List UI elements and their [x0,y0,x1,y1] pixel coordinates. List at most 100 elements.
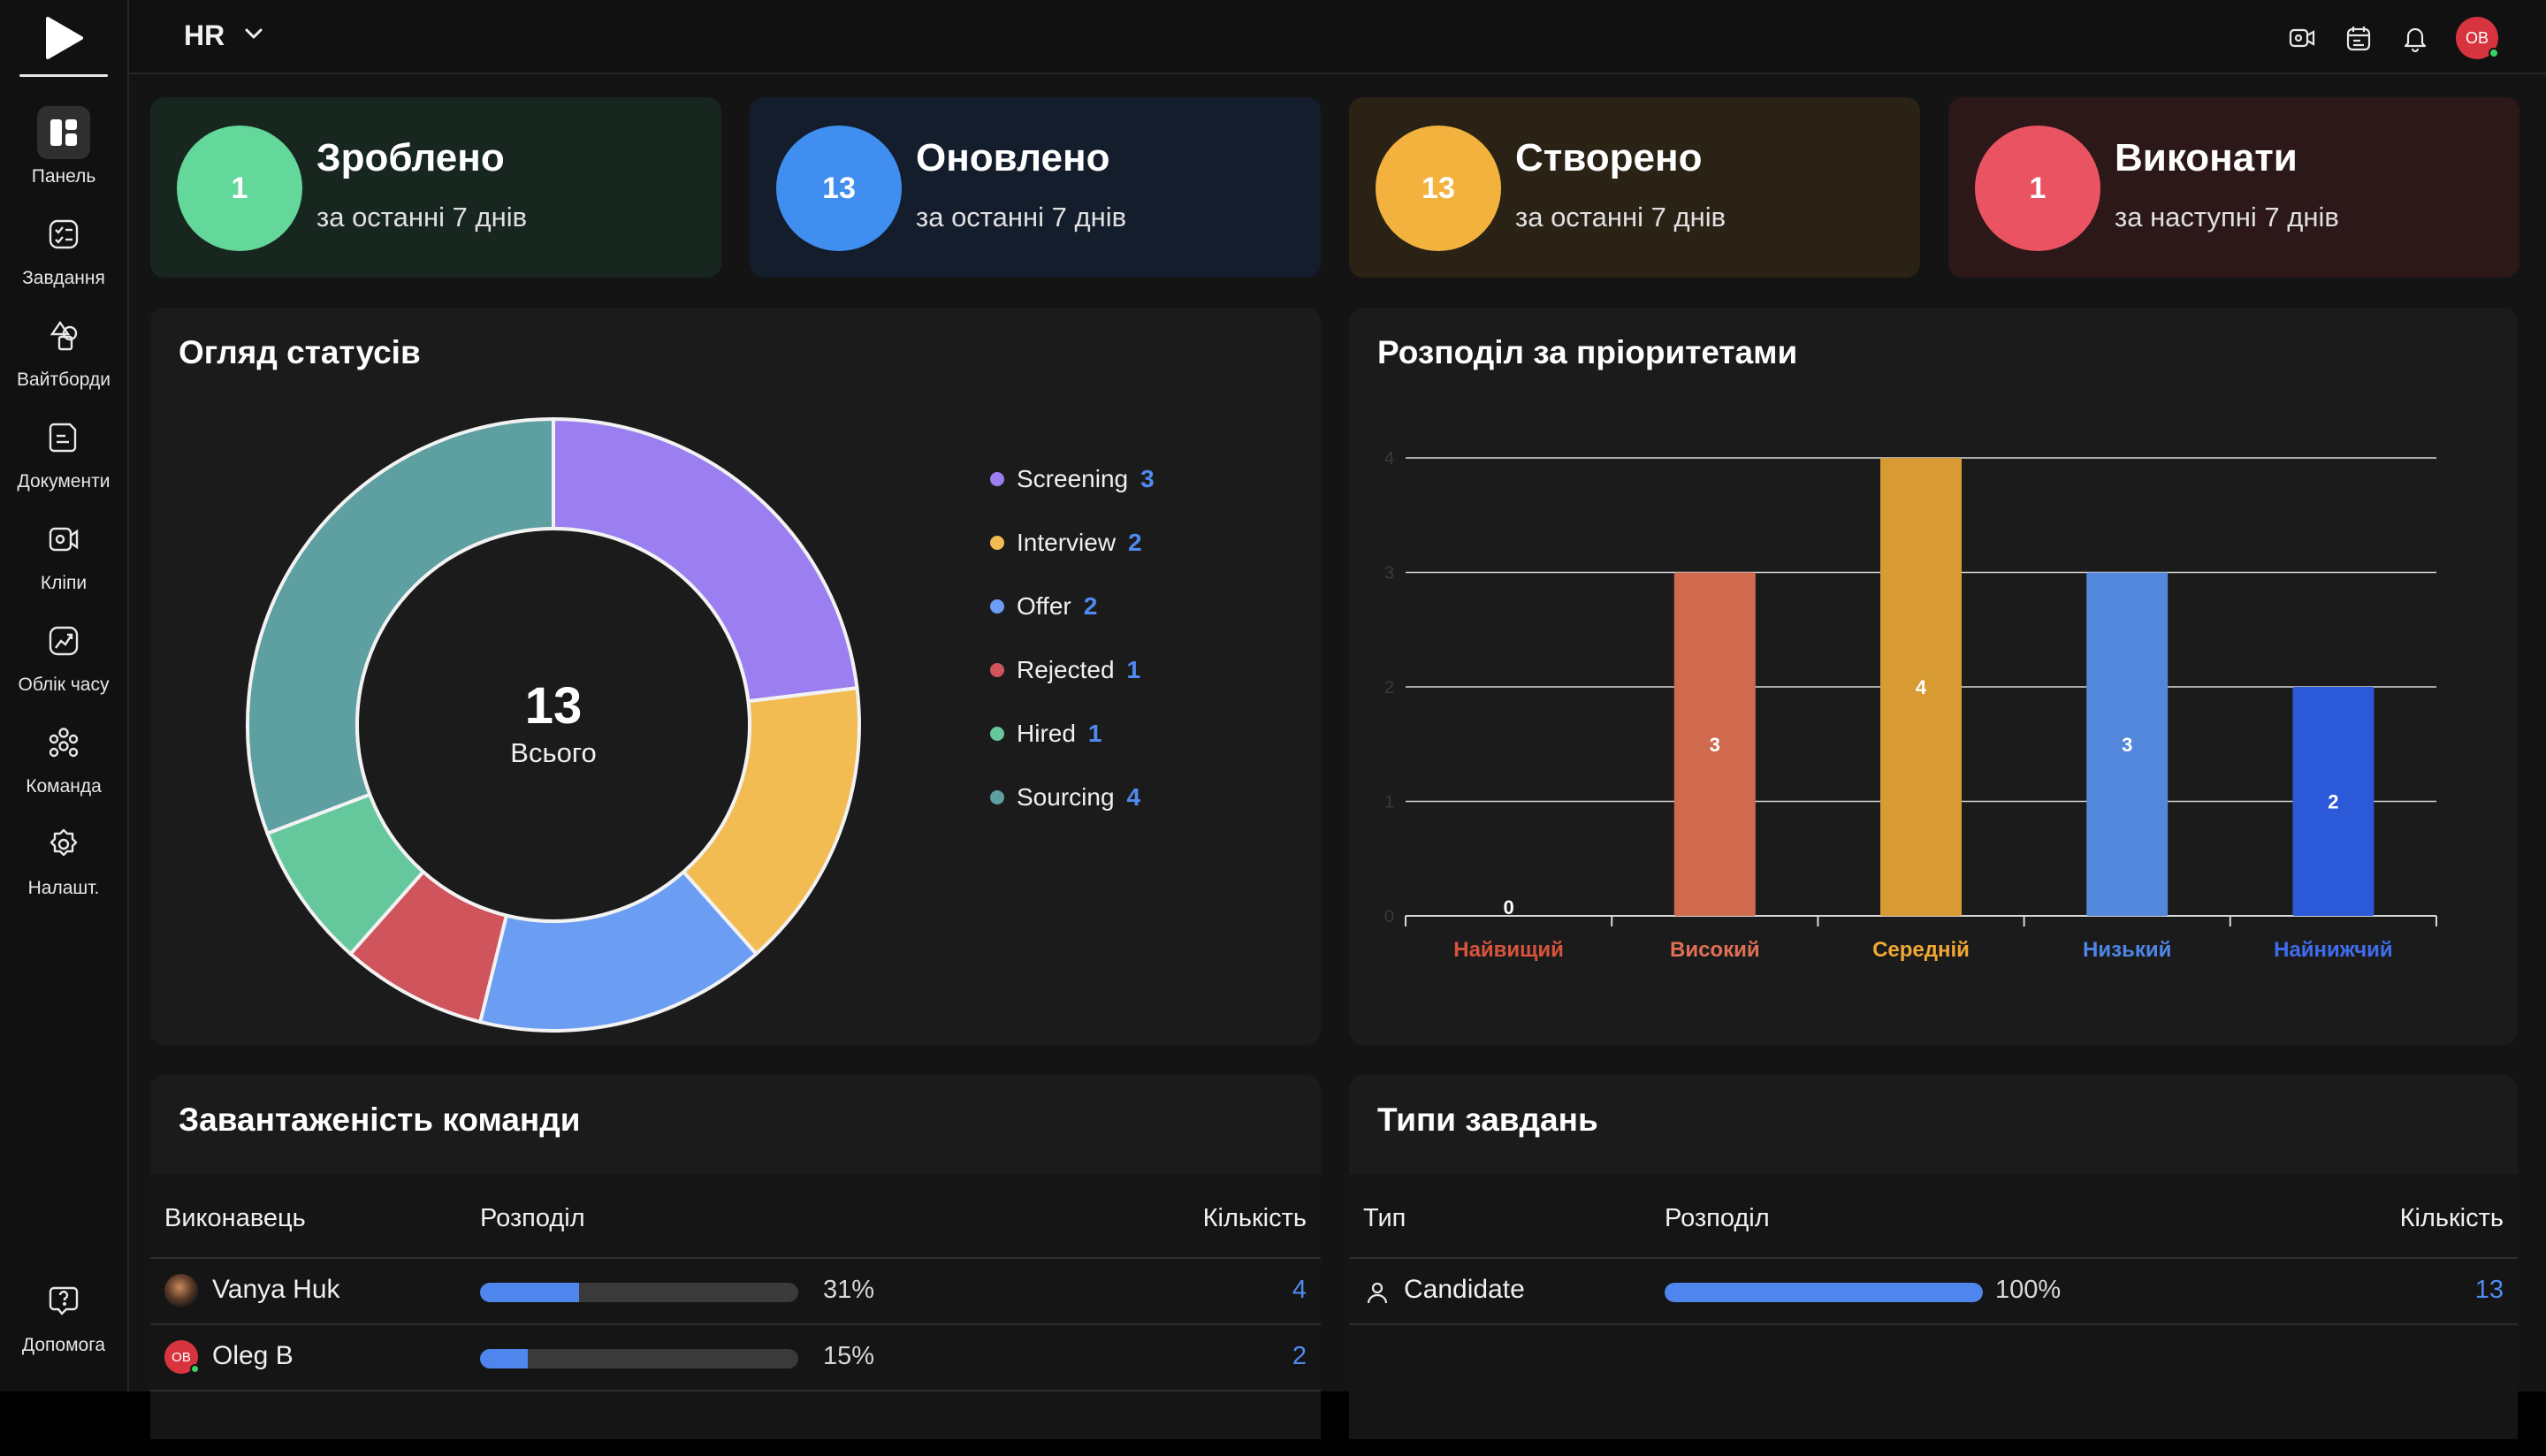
stat-card-updated[interactable]: 13 Оновлено за останні 7 днів [750,97,1321,278]
bar-4[interactable] [2086,572,2169,917]
stat-subtitle: за останні 7 днів [916,202,1127,233]
dashboard-icon [37,106,90,159]
stat-card-done[interactable]: 1 Зроблено за останні 7 днів [150,97,721,278]
stat-card-created[interactable]: 13 Створено за останні 7 днів [1349,97,1920,278]
sidebar-item-time-tracking[interactable]: Облік часу [0,609,127,706]
bar-3[interactable] [1880,458,1962,916]
type-share-bar [1665,1283,1983,1302]
workload-bar [480,1349,798,1368]
sidebar-item-documents[interactable]: Документи [0,406,127,503]
user-initials: OB [2465,28,2489,47]
legend-count: 2 [1128,529,1142,556]
legend-count: 4 [1126,783,1141,811]
legend-item-offer[interactable]: Offer 2 [990,592,1097,621]
table-row[interactable]: Candidate 100% 13 [1349,1257,2518,1323]
panel-title: Типи завдань [1377,1102,1598,1138]
bar-value-label: 0 [1503,896,1513,919]
legend-label: Rejected [1017,656,1115,683]
legend-swatch [990,790,1004,804]
sidebar-item-settings[interactable]: Налашт. [0,812,127,910]
calendar-icon[interactable] [2343,18,2374,58]
stat-subtitle: за останні 7 днів [1515,202,1727,233]
user-avatar[interactable]: OB [2456,17,2499,59]
clip-record-icon[interactable] [2286,18,2318,58]
sidebar-item-label: Команда [26,776,102,797]
avatar [164,1274,198,1307]
stat-subtitle: за останні 7 днів [316,202,528,233]
sidebar: Панель Завдання Вайтборди Документи Кліп… [0,0,129,1391]
sidebar-item-dashboard[interactable]: Панель [0,101,127,198]
bar-value-label: 3 [2122,734,2132,756]
priority-bar-chart: 0 1 2 3 4 0 Найвищий 3 Високий 4 Середній 3 Низький 2… [1384,449,2437,962]
column-header-assignee: Виконавець [164,1204,306,1232]
legend-label: Offer [1017,592,1071,620]
assignee-name: Oleg B [212,1341,293,1370]
bell-icon[interactable] [2399,18,2431,58]
legend-item-sourcing[interactable]: Sourcing 4 [990,783,1140,812]
sidebar-item-help[interactable]: Допомога [0,1269,127,1367]
column-header-count: Кількість [2399,1204,2504,1232]
stat-subtitle: за наступні 7 днів [2115,202,2339,233]
x-category-label: Середній [1872,938,1970,962]
stat-title: Оновлено [916,136,1110,179]
app-logo[interactable] [0,0,127,76]
x-category-label: Найвищий [1453,938,1564,962]
task-count[interactable]: 2 [1292,1342,1307,1370]
y-tick-label: 1 [1384,793,1394,812]
sidebar-item-clips[interactable]: Кліпи [0,507,127,605]
stat-title: Зроблено [316,136,505,179]
legend-item-interview[interactable]: Interview 2 [990,529,1142,557]
x-category-label: Високий [1670,938,1760,962]
sidebar-item-label: Завдання [22,268,105,288]
time-tracking-icon [37,614,90,667]
sidebar-item-tasks[interactable]: Завдання [0,202,127,300]
stat-title: Виконати [2115,136,2298,179]
y-tick-label: 3 [1384,564,1394,583]
workspace-switcher[interactable]: HR [184,19,263,52]
sidebar-item-label: Кліпи [40,573,88,593]
stat-value-badge: 1 [1975,126,2100,251]
task-count[interactable]: 4 [1292,1276,1307,1304]
workspace-name: HR [184,19,225,51]
column-header-count: Кількість [1202,1204,1307,1232]
team-workload-panel: Завантаженість команди Виконавець Розпод… [150,1075,1321,1439]
priority-distribution-panel: Розподіл за пріоритетами 0 1 2 3 4 0 Найвищий 3… [1349,308,2518,1045]
stat-title: Створено [1515,136,1703,179]
donut-total-label: Всього [510,737,596,768]
sidebar-item-label: Вайтборди [17,370,111,390]
y-tick-label: 0 [1384,907,1394,926]
whiteboard-icon [37,309,90,362]
legend-item-rejected[interactable]: Rejected 1 [990,656,1140,684]
panel-title: Розподіл за пріоритетами [1377,334,1798,370]
column-header-type: Тип [1363,1204,1406,1232]
legend-item-hired[interactable]: Hired 1 [990,720,1102,748]
sidebar-item-label: Облік часу [18,675,110,695]
bar-value-label: 2 [2328,791,2338,813]
sidebar-item-team[interactable]: Команда [0,711,127,808]
legend-count: 1 [1087,720,1102,747]
legend-item-screening[interactable]: Screening 3 [990,465,1155,493]
y-tick-label: 4 [1384,449,1394,469]
team-table: Виконавець Розподіл Кількість Vanya Huk … [150,1174,1321,1439]
task-type-name: Candidate [1404,1275,1525,1304]
table-row[interactable]: Vanya Huk 31% 4 [150,1257,1321,1323]
legend-swatch [990,536,1004,550]
bar-value-label: 4 [1916,676,1927,698]
sidebar-item-whiteboards[interactable]: Вайтборди [0,304,127,401]
status-overview-panel: Огляд статусів 13 Всього Screening 3 Inter… [150,308,1321,1045]
donut-hole [355,527,751,923]
assignee-name: Vanya Huk [212,1275,340,1304]
sidebar-item-label: Панель [31,166,96,187]
table-row[interactable]: OB Oleg B 15% 2 [150,1323,1321,1390]
bar-5[interactable] [2292,687,2374,916]
bar-2[interactable] [1673,572,1756,917]
team-icon [37,716,90,769]
task-count[interactable]: 13 [2474,1276,2504,1304]
stat-card-due[interactable]: 1 Виконати за наступні 7 днів [1948,97,2519,278]
legend-swatch [990,472,1004,486]
sidebar-item-label: Документи [17,471,111,492]
top-bar: HR OB [129,0,2546,74]
stat-value-badge: 13 [776,126,902,251]
legend-count: 2 [1083,592,1098,620]
